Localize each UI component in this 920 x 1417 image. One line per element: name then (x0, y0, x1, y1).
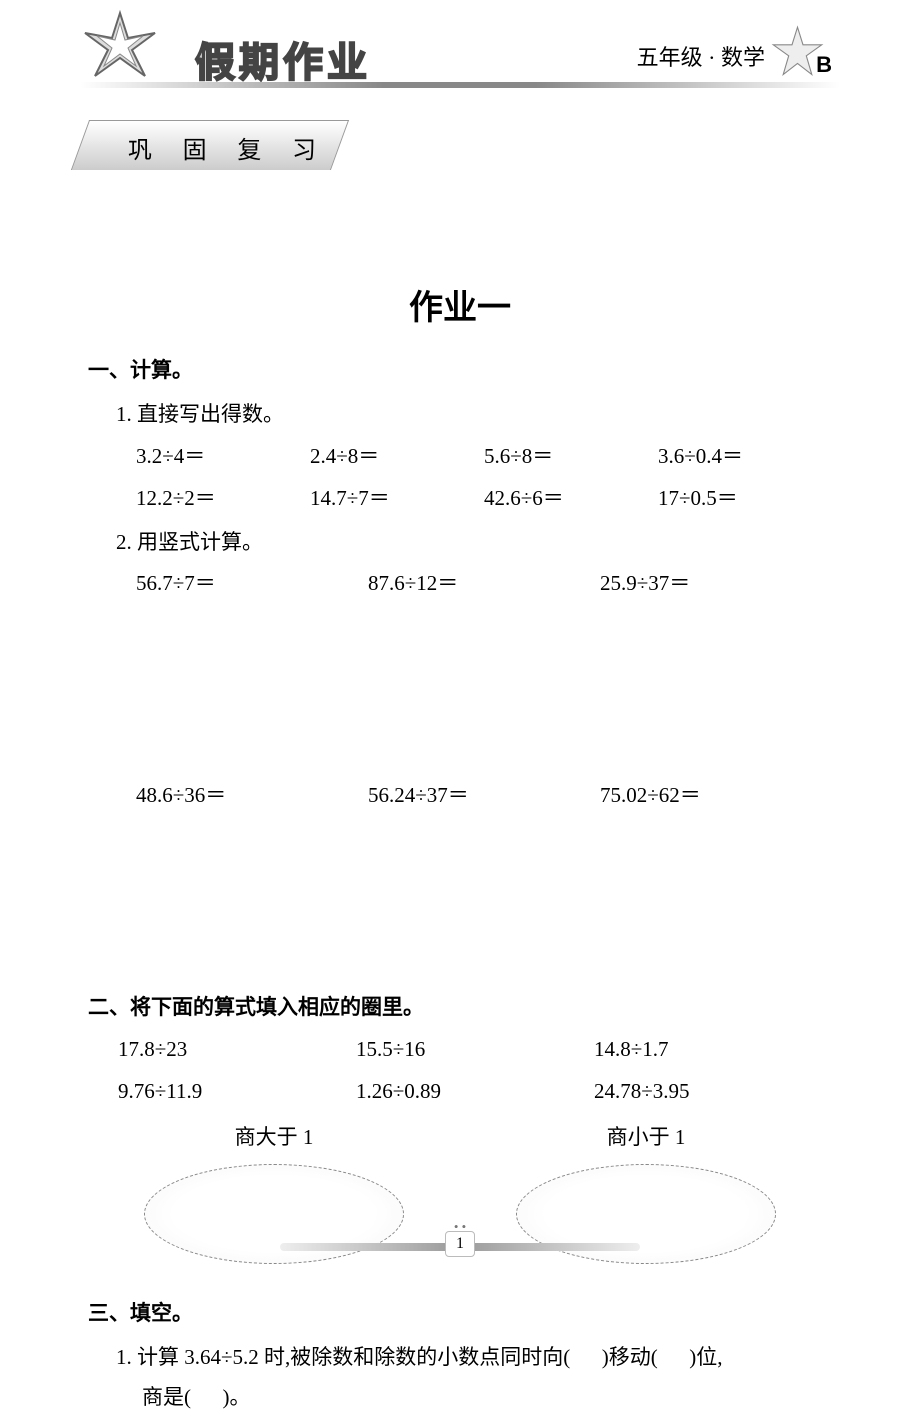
section-1-heading: 一、计算。 (88, 351, 832, 391)
expr: 42.6÷6＝ (484, 479, 658, 519)
vertical-calc-row-2: 48.6÷36＝ 56.24÷37＝ 75.02÷62＝ (136, 776, 832, 816)
section-1-sub2: 2. 用竖式计算。 (116, 523, 832, 563)
oval-right-label: 商小于 1 (496, 1118, 796, 1158)
assignment-title: 作业一 (0, 280, 920, 329)
expr: 1.26÷0.89 (356, 1072, 594, 1112)
page-header: 假期作业 五年级 · 数学 B (0, 0, 920, 90)
expr: 56.7÷7＝ (136, 564, 368, 604)
mental-math-row-2: 12.2÷2＝ 14.7÷7＝ 42.6÷6＝ 17÷0.5＝ (136, 479, 832, 519)
expr: 9.76÷11.9 (118, 1072, 356, 1112)
expr: 25.9÷37＝ (600, 564, 832, 604)
section-tab-label: 巩 固 复 习 (128, 130, 328, 165)
expr: 3.2÷4＝ (136, 437, 310, 477)
expr: 3.6÷0.4＝ (658, 437, 832, 477)
workbook-title: 假期作业 (195, 30, 371, 88)
sort-row-b: 9.76÷11.9 1.26÷0.89 24.78÷3.95 (118, 1072, 832, 1112)
vertical-calc-row-1: 56.7÷7＝ 87.6÷12＝ 25.9÷37＝ (136, 564, 832, 604)
expr: 75.02÷62＝ (600, 776, 832, 816)
expr: 14.7÷7＝ (310, 479, 484, 519)
sort-row-a: 17.8÷23 15.5÷16 14.8÷1.7 (118, 1030, 832, 1070)
fill-blank-line-1: 1. 计算 3.64÷5.2 时,被除数和除数的小数点同时向( )移动( )位, (116, 1338, 832, 1378)
expr: 87.6÷12＝ (368, 564, 600, 604)
expr: 48.6÷36＝ (136, 776, 368, 816)
expr: 12.2÷2＝ (136, 479, 310, 519)
mental-math-row-1: 3.2÷4＝ 2.4÷8＝ 5.6÷8＝ 3.6÷0.4＝ (136, 437, 832, 477)
expr: 15.5÷16 (356, 1030, 594, 1070)
expr: 24.78÷3.95 (594, 1072, 832, 1112)
variant-letter: B (816, 52, 832, 78)
expr: 2.4÷8＝ (310, 437, 484, 477)
section-3-heading: 三、填空。 (88, 1294, 832, 1334)
expr: 14.8÷1.7 (594, 1030, 832, 1070)
expr: 5.6÷8＝ (484, 437, 658, 477)
section-1-sub1: 1. 直接写出得数。 (116, 395, 832, 435)
fill-blank-line-2: 商是( )。 (142, 1378, 832, 1417)
expr: 56.24÷37＝ (368, 776, 600, 816)
header-rule (80, 82, 840, 88)
oval-left-label: 商大于 1 (124, 1118, 424, 1158)
grade-label: 五年级 · 数学 (637, 40, 765, 72)
expr: 17÷0.5＝ (658, 479, 832, 519)
page-number: 1 (445, 1231, 475, 1257)
section-2-heading: 二、将下面的算式填入相应的圈里。 (88, 988, 832, 1028)
star-burst-icon (70, 8, 170, 88)
expr: 17.8÷23 (118, 1030, 356, 1070)
page-footer: • • 1 (0, 1235, 920, 1260)
section-tab: 巩 固 复 习 (80, 120, 340, 170)
